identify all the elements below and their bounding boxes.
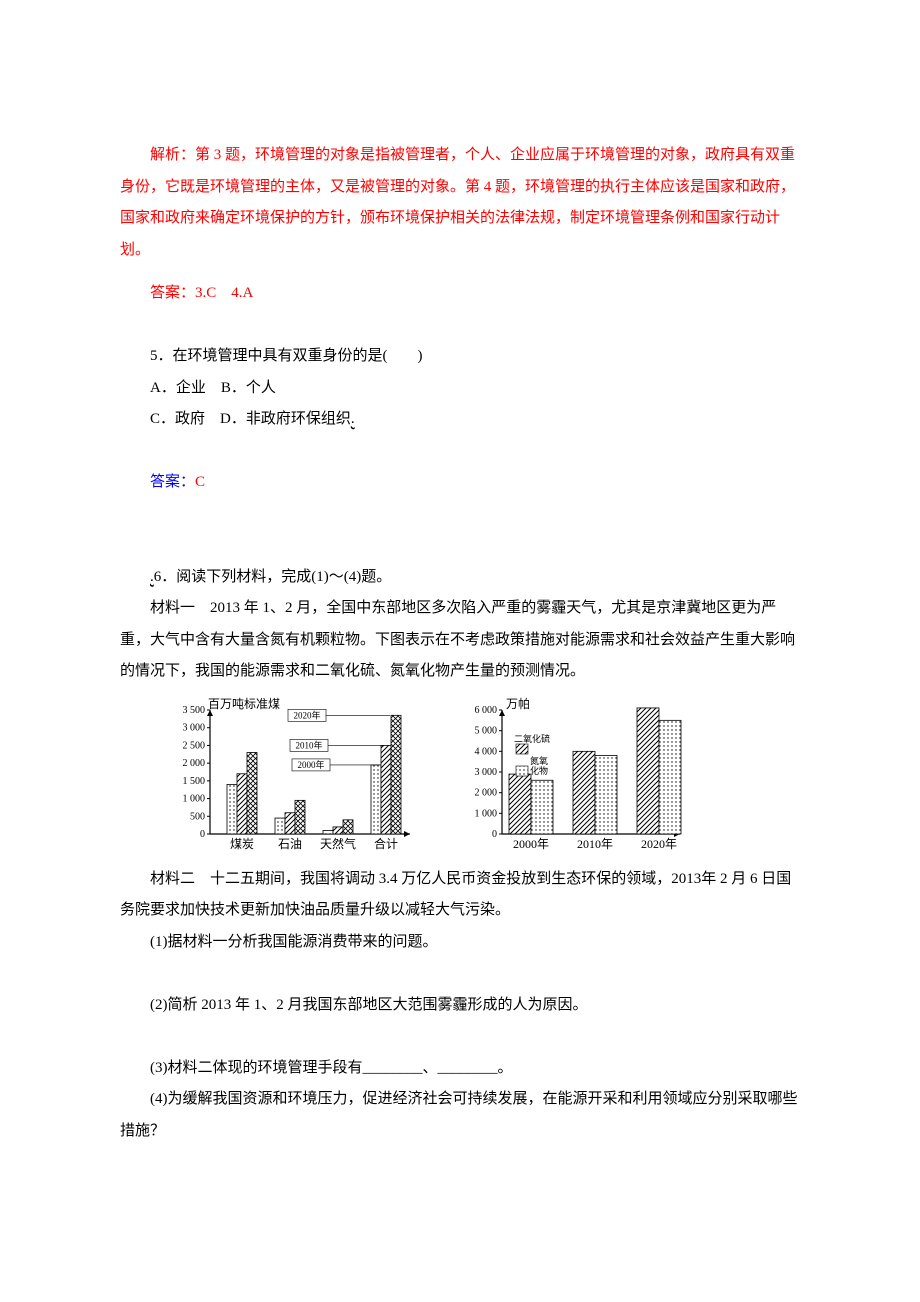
analysis-text: 第 3 题，环境管理的对象是指被管理者，个人、企业应属于环境管理的对象，政府具有…: [120, 147, 795, 258]
svg-text:煤炭: 煤炭: [230, 837, 254, 851]
svg-text:2020年: 2020年: [293, 709, 320, 720]
svg-text:3 500: 3 500: [183, 705, 206, 716]
svg-text:4 000: 4 000: [475, 746, 498, 757]
chart2-svg: 0 1 000 2 000 3 000 4 000 5 000 6 000 2000年 2010…: [458, 696, 688, 856]
svg-text:二氧化硫: 二氧化硫: [514, 733, 550, 744]
svg-text:1 000: 1 000: [183, 793, 206, 804]
svg-text:0: 0: [200, 829, 205, 840]
svg-text:氮氧: 氮氧: [530, 755, 548, 766]
q6-sub1: (1)据材料一分析我国能源消费带来的问题。: [120, 927, 800, 959]
q6-sub4: (4)为缓解我国资源和环境压力，促进经济社会可持续发展，在能源开采和利用领域应分…: [120, 1084, 800, 1147]
q5-options-ab: A．企业 B．个人: [120, 373, 800, 405]
svg-text:2 000: 2 000: [183, 758, 206, 769]
answer5-label: 答案：: [150, 474, 195, 490]
answer-3-4: 答案：3.C 4.A: [120, 278, 800, 310]
emissions-chart: 万帕 01 0002 0003 0004 0005 0006 0002000年2…: [458, 696, 688, 856]
wavy-mark: .: [351, 411, 355, 427]
svg-text:2000年: 2000年: [297, 758, 324, 769]
svg-text:化物: 化物: [530, 765, 548, 776]
answer-5: 答案：C: [120, 467, 800, 499]
svg-text:合计: 合计: [374, 836, 398, 851]
svg-text:1 000: 1 000: [475, 808, 498, 819]
svg-text:2020年: 2020年: [641, 837, 677, 851]
chart1-ytitle: 百万吨标准煤: [208, 692, 280, 717]
svg-text:500: 500: [190, 811, 205, 822]
energy-demand-chart: 百万吨标准煤 05001 0001 5002 0002 5003 0003 50…: [168, 696, 418, 856]
q5-options-cd: C．政府 D．非政府环保组织.: [120, 404, 800, 436]
svg-text:天然气: 天然气: [320, 836, 356, 851]
svg-text:2010年: 2010年: [295, 739, 322, 750]
q5-stem: 5．在环境管理中具有双重身份的是( ): [120, 341, 800, 373]
answer5-text: C: [195, 474, 205, 490]
q6-material1: 材料一 2013 年 1、2 月，全国中东部地区多次陷入严重的雾霾天气，尤其是京…: [120, 593, 800, 688]
svg-text:2 000: 2 000: [475, 787, 498, 798]
svg-text:5 000: 5 000: [475, 725, 498, 736]
charts-container: 百万吨标准煤 05001 0001 5002 0002 5003 0003 50…: [168, 696, 800, 856]
svg-text:石油: 石油: [278, 837, 302, 851]
svg-text:2000年: 2000年: [513, 837, 549, 851]
svg-text:2010年: 2010年: [577, 837, 613, 851]
answer-text: 3.C 4.A: [195, 285, 253, 301]
analysis-block: 解析：第 3 题，环境管理的对象是指被管理者，个人、企业应属于环境管理的对象，政…: [120, 140, 800, 266]
blank: ________、________。: [363, 1060, 513, 1076]
svg-text:2 500: 2 500: [183, 740, 206, 751]
answer-label: 答案：: [150, 285, 195, 301]
svg-text:0: 0: [492, 829, 497, 840]
q6-material2: 材料二 十二五期间，我国将调动 3.4 万亿人民币资金投放到生态环保的领域，20…: [120, 864, 800, 927]
svg-text:1 500: 1 500: [183, 775, 206, 786]
q6-sub2: (2)简析 2013 年 1、2 月我国东部地区大范围雾霾形成的人为原因。: [120, 990, 800, 1022]
svg-text:3 000: 3 000: [183, 722, 206, 733]
chart1-svg: 0 500 1 000 1 500 2 000 2 500 3 000 3 500 煤炭 石油 天然…: [168, 696, 418, 856]
svg-text:3 000: 3 000: [475, 767, 498, 778]
svg-text:6 000: 6 000: [475, 705, 498, 716]
q6-stem: .6．阅读下列材料，完成(1)～(4)题。: [120, 562, 800, 594]
chart2-ytitle: 万帕: [506, 692, 530, 717]
analysis-label: 解析：: [150, 147, 195, 163]
document-page: 解析：第 3 题，环境管理的对象是指被管理者，个人、企业应属于环境管理的对象，政…: [0, 0, 920, 1247]
q6-sub3: (3)材料二体现的环境管理手段有________、________。: [120, 1053, 800, 1085]
